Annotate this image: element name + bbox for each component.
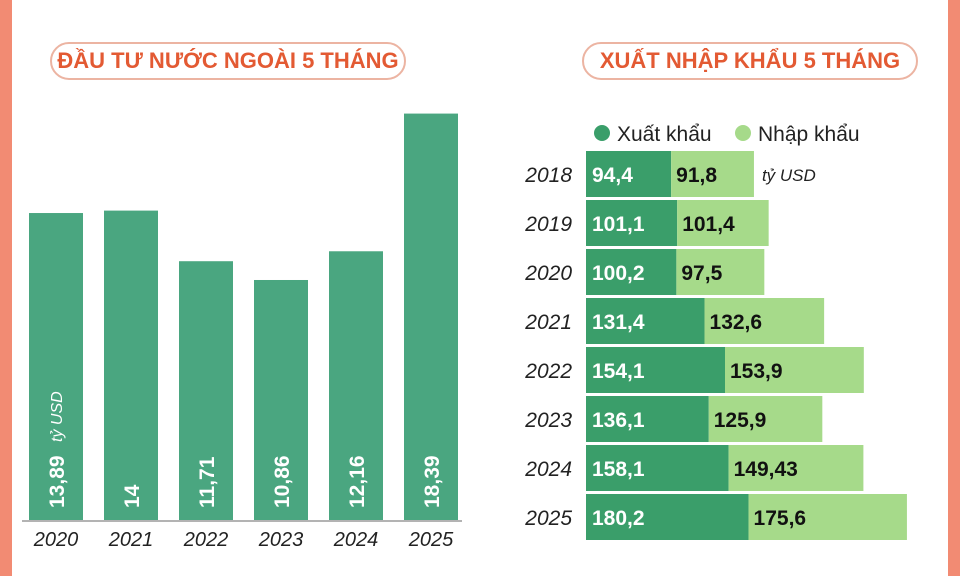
import-bar-2025 <box>748 494 907 540</box>
fdi-value-label: 11,71 <box>196 456 219 508</box>
export-value-label: 94,4 <box>592 164 633 187</box>
fdi-year-label: 2020 <box>33 529 79 551</box>
export-value-label: 154,1 <box>592 360 645 383</box>
fdi-value-label: 13,89 <box>46 455 69 508</box>
fdi-value-label: 10,86 <box>271 455 294 508</box>
import-value-label: 125,9 <box>714 409 767 432</box>
export-bar-2023 <box>586 396 709 442</box>
fdi-chart-title: ĐẦU TƯ NƯỚC NGOÀI 5 THÁNG <box>50 42 406 80</box>
fdi-bar-2022 <box>179 261 233 520</box>
fdi-year-label: 2023 <box>258 529 304 551</box>
trade-unit-label: tỷ USD <box>762 166 816 185</box>
trade-year-label: 2023 <box>524 409 572 432</box>
fdi-year-label: 2024 <box>333 529 379 551</box>
export-value-label: 158,1 <box>592 458 645 481</box>
trade-year-label: 2018 <box>524 164 572 187</box>
trade-year-label: 2019 <box>524 213 572 236</box>
import-bar-2018 <box>671 151 754 197</box>
trade-year-label: 2021 <box>524 311 572 334</box>
import-value-label: 149,43 <box>734 458 798 481</box>
export-bar-2021 <box>586 298 705 344</box>
trade-year-label: 2024 <box>524 458 572 481</box>
export-value-label: 131,4 <box>592 311 645 334</box>
legend-import-label: Nhập khẩu <box>758 123 860 146</box>
import-bar-2023 <box>708 396 823 442</box>
export-bar-2024 <box>586 445 729 491</box>
import-value-label: 153,9 <box>730 360 783 383</box>
export-value-label: 100,2 <box>592 262 645 285</box>
export-value-label: 136,1 <box>592 409 645 432</box>
import-bar-2020 <box>676 249 765 295</box>
import-value-label: 175,6 <box>754 507 807 530</box>
export-bar-2025 <box>586 494 749 540</box>
fdi-bar-2024 <box>329 251 383 521</box>
import-value-label: 101,4 <box>682 213 735 236</box>
import-value-label: 97,5 <box>681 262 722 285</box>
export-bar-2018 <box>586 151 672 197</box>
export-bar-2022 <box>586 347 725 393</box>
import-bar-2021 <box>704 298 825 344</box>
trade-chart-title: XUẤT NHẬP KHẨU 5 THÁNG <box>582 42 918 80</box>
fdi-value-label: 18,39 <box>421 455 444 508</box>
import-bar-2019 <box>677 200 769 246</box>
fdi-bar-2025 <box>404 113 458 521</box>
export-value-label: 180,2 <box>592 507 645 530</box>
export-value-label: 101,1 <box>592 213 645 236</box>
legend-export-swatch <box>594 125 610 141</box>
fdi-year-label: 2022 <box>183 529 229 551</box>
import-bar-2024 <box>728 445 864 491</box>
right-border-stripe <box>948 0 960 576</box>
fdi-year-label: 2025 <box>408 529 454 551</box>
export-bar-2020 <box>586 249 677 295</box>
fdi-unit-label: tỷ USD <box>49 391 66 442</box>
fdi-bar-2023 <box>254 279 308 520</box>
export-bar-2019 <box>586 200 678 246</box>
fdi-value-label: 14 <box>121 484 144 508</box>
fdi-bar-2020 <box>29 213 83 520</box>
trade-year-label: 2025 <box>524 507 572 530</box>
fdi-value-label: 12,16 <box>346 455 369 508</box>
legend-import-swatch <box>735 125 751 141</box>
import-bar-2022 <box>724 347 864 393</box>
legend-export-label: Xuất khẩu <box>617 123 712 146</box>
import-value-label: 91,8 <box>676 164 717 187</box>
left-border-stripe <box>0 0 12 576</box>
trade-year-label: 2022 <box>524 360 572 383</box>
trade-year-label: 2020 <box>524 262 572 285</box>
import-value-label: 132,6 <box>710 311 763 334</box>
fdi-bar-2021 <box>104 210 158 520</box>
fdi-year-label: 2021 <box>108 529 154 551</box>
